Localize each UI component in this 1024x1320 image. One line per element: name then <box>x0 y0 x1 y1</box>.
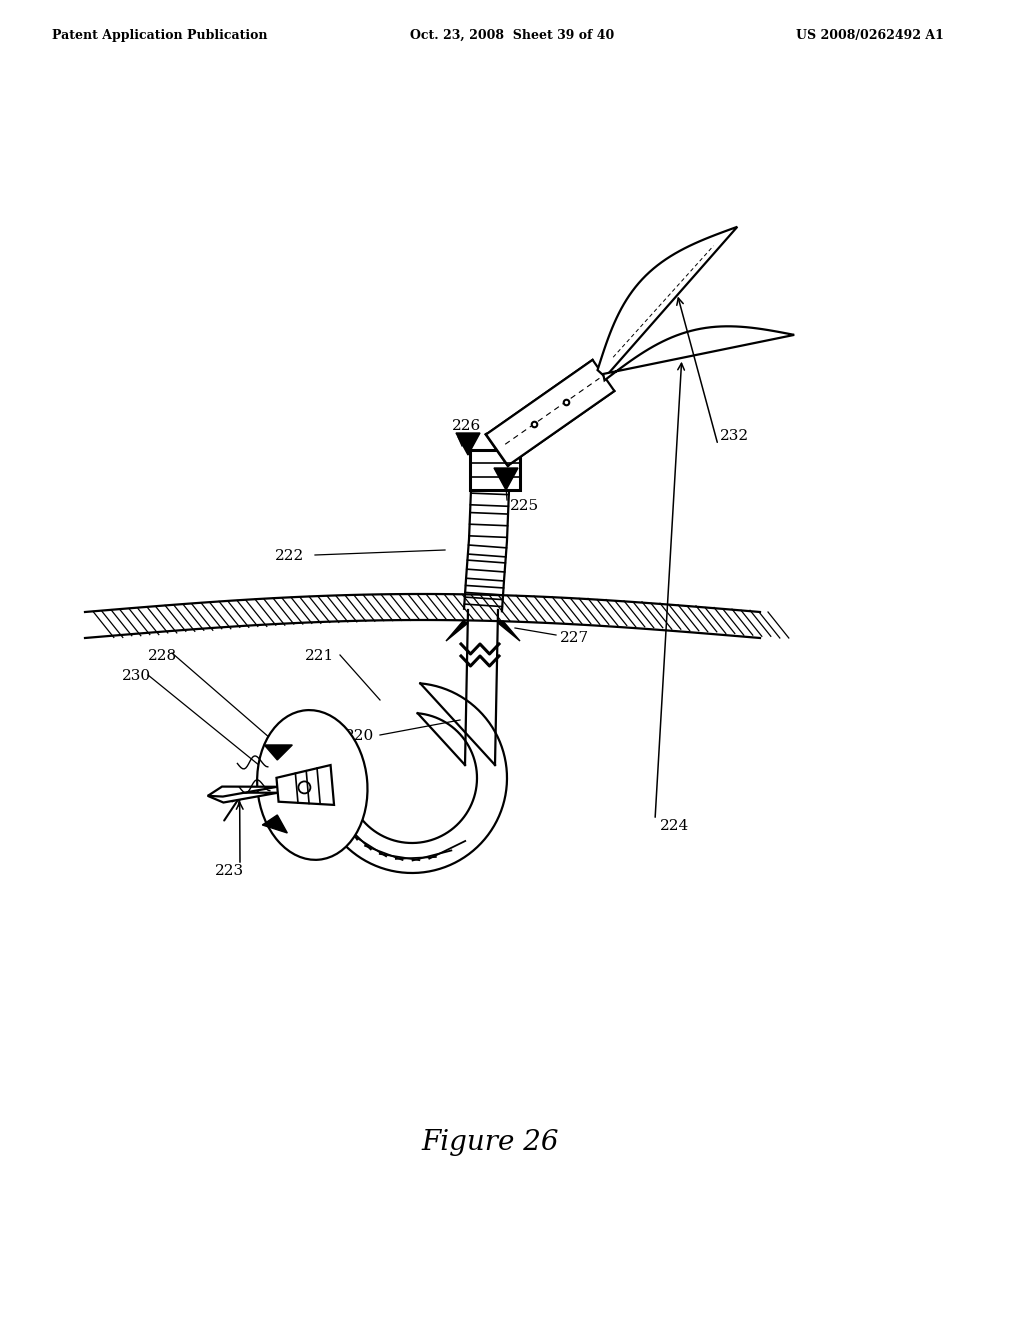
Polygon shape <box>498 620 520 642</box>
Text: 227: 227 <box>560 631 589 645</box>
Text: 222: 222 <box>275 549 304 564</box>
Text: Figure 26: Figure 26 <box>421 1129 559 1155</box>
Ellipse shape <box>257 710 368 859</box>
Polygon shape <box>486 360 614 466</box>
Polygon shape <box>456 433 480 455</box>
Polygon shape <box>262 814 288 833</box>
Text: 221: 221 <box>305 649 334 663</box>
Circle shape <box>298 781 310 793</box>
Text: 223: 223 <box>215 865 244 878</box>
Polygon shape <box>276 766 334 805</box>
Text: 226: 226 <box>452 418 481 433</box>
Polygon shape <box>264 744 292 760</box>
Text: 228: 228 <box>148 649 177 663</box>
FancyBboxPatch shape <box>470 450 520 490</box>
Polygon shape <box>486 360 614 466</box>
Text: 224: 224 <box>660 818 689 833</box>
Polygon shape <box>446 620 468 642</box>
Text: 220: 220 <box>345 729 374 743</box>
Polygon shape <box>208 787 278 796</box>
Text: Patent Application Publication: Patent Application Publication <box>52 29 267 41</box>
Polygon shape <box>494 469 518 490</box>
Text: 225: 225 <box>510 499 539 513</box>
Polygon shape <box>208 792 278 803</box>
Text: 232: 232 <box>720 429 750 444</box>
Text: US 2008/0262492 A1: US 2008/0262492 A1 <box>796 29 944 41</box>
Polygon shape <box>598 227 737 378</box>
Polygon shape <box>317 684 507 873</box>
Text: Oct. 23, 2008  Sheet 39 of 40: Oct. 23, 2008 Sheet 39 of 40 <box>410 29 614 41</box>
Polygon shape <box>603 326 795 380</box>
Text: 230: 230 <box>122 669 152 682</box>
